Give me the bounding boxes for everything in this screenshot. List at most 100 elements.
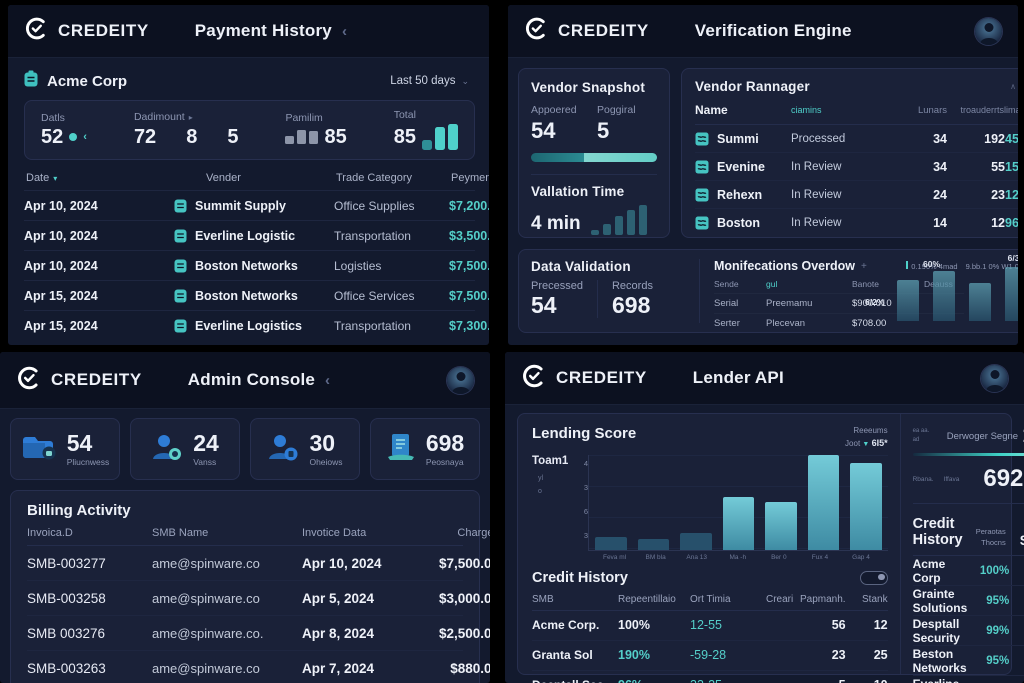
vendor-percent: 45%: [1005, 131, 1018, 146]
admin-stat-cards: 54 Pliucnwess 24 Vanss 30 Oheiows 698 Peosna…: [0, 409, 490, 480]
tiny-label: Iffava: [943, 475, 960, 483]
brand: CREDEITY: [24, 16, 149, 46]
column-header-vendor: Vender: [206, 172, 241, 184]
column-header: Sende: [714, 279, 739, 289]
company-doc-icon: [24, 70, 38, 92]
smb-email: ame@spinware.co.: [152, 625, 264, 641]
brand-name: CREDEITY: [556, 368, 647, 387]
average-score-label: Derwoger Segne: [946, 430, 1019, 442]
vendor-icon: [174, 199, 187, 213]
table-row: SMB 003276 ame@spinware.co. Apr 8, 2024 …: [27, 616, 490, 651]
y-tick: 3: [583, 531, 588, 541]
stat-label: Vanss: [193, 456, 217, 467]
billing-activity-card: Billing Activity Invoica.D SMB Name Invo…: [10, 490, 490, 683]
card-title: Billing Activity: [27, 502, 131, 519]
stat-label: Pliucnwess: [66, 456, 110, 467]
vendor-status: In Review: [791, 188, 842, 201]
vendor-manager-card: Vendor Rannager ∧ ∨ Name ciamins Lunars …: [681, 68, 1018, 238]
user-avatar[interactable]: [975, 17, 1002, 45]
back-icon[interactable]: ‹: [341, 22, 347, 40]
vendor-metric-1: 34: [933, 159, 947, 174]
table-row: Apr 10, 2024 Summit Supply Office Suppli…: [24, 190, 489, 220]
vendor-icon: [695, 216, 709, 229]
brand-name: CREDEITY: [58, 21, 149, 40]
column-header-category: Trade Category: [336, 172, 413, 184]
vendor-icon: [695, 160, 709, 173]
vendor-name: Rehexn: [717, 187, 763, 202]
chart-legend: 0.196% 4mad 9.bb.1 0% W1 008s: [906, 261, 1018, 271]
list-item[interactable]: Beston Networks 95% 25 ›: [912, 646, 1024, 676]
date-range-button[interactable]: Last 50 days ⌄: [384, 74, 475, 88]
divider: Vallation Time 4 min: [531, 174, 657, 235]
vendor-manager-table-header: Name ciamins Lunars troauderrtslimash: [695, 103, 1018, 125]
metric-1: 5: [800, 678, 846, 683]
sort-up-down-icons[interactable]: ∧ ∨: [1010, 82, 1018, 91]
invoice-id: SMB 003276: [27, 625, 106, 641]
panel-admin-console: CREDEITY Admin Console ‹ 54 Pliucnwess 24…: [0, 352, 490, 683]
trade-category: Office Services: [334, 288, 415, 303]
trade-category: Transportation: [334, 318, 411, 333]
list-item[interactable]: Grainte Solutions 95% 98 ›: [912, 586, 1024, 616]
axis-label: o: [538, 487, 542, 495]
column-header-smb-name: SMB Name: [152, 527, 209, 539]
payments-table: Date▾ Vender Trade Category Peyment Apr …: [24, 166, 489, 340]
vendor-metric-1: 24: [933, 187, 947, 202]
score-underline: [912, 453, 1024, 456]
y-axis-ticks: 4 3 6 3: [576, 455, 588, 551]
lending-score-chart: Toam1 yl o 4 3 6 3: [532, 454, 888, 551]
percent-value: 99%: [986, 624, 1010, 637]
document-icon: [386, 433, 416, 466]
vendor-metric-2: 23: [991, 187, 1005, 202]
stat-datls: Datls 52 ‹: [41, 112, 87, 147]
brand: CREDEITY: [524, 16, 649, 46]
vendor-icon: [174, 229, 187, 243]
list-item[interactable]: Desptall Security 99% 24 ›: [912, 616, 1024, 646]
x-tick: BM bla: [645, 553, 666, 561]
stat-value: 85: [393, 126, 416, 148]
vendor-icon: [695, 188, 709, 201]
x-tick: Gap 4: [852, 553, 870, 561]
stat-card-members[interactable]: 30 Oheiows: [250, 418, 360, 480]
stat-card-records[interactable]: 698 Peosnaya: [370, 418, 480, 480]
list-item[interactable]: Acme Corp 100% 100 ›: [912, 556, 1024, 586]
brand-name: CREDEITY: [51, 370, 142, 389]
vendor-metric-1: 14: [933, 215, 947, 230]
vendor-name: Summi: [717, 131, 759, 146]
table-row: Boston In Review 14 12 96%: [695, 209, 1018, 236]
panel-payment-history: CREDEITY Payment History ‹ Acme Corp Las…: [8, 5, 489, 345]
cell: Preemamu: [766, 298, 813, 309]
user-avatar[interactable]: [981, 364, 1008, 392]
cell: Plecevan: [766, 318, 806, 329]
company-name: Acme Corp: [912, 556, 946, 585]
user-avatar[interactable]: [447, 366, 474, 394]
list-item[interactable]: Everline Logistics 100% 86 ›: [913, 676, 1024, 683]
vendor-icon: [174, 319, 187, 333]
table-row: Apr 15, 2024 Everline Logistics Transpor…: [24, 310, 489, 340]
charge-amount: $880.00: [450, 660, 490, 676]
back-icon[interactable]: ‹: [325, 371, 331, 389]
plus-icon[interactable]: +: [861, 260, 867, 272]
snapshot-progress-bar: [531, 153, 657, 162]
column-header-papmanh: Papmanh.: [800, 593, 846, 605]
smb-name: Granta Sol: [532, 648, 593, 662]
notifications-bar-chart: 6/2% 60% 6/3%: [865, 253, 1018, 321]
column-header-date[interactable]: Date ▾: [26, 172, 58, 184]
charge-amount: $2,500.00: [438, 625, 490, 641]
notifications-table-body: Serial Preemamu $900.010 Serter Plecevan…: [714, 293, 964, 333]
vendor-status: In Review: [791, 160, 842, 173]
data-validation-block: Data Validation Precessed 54 Records 698: [531, 259, 700, 323]
cell: $900.010: [852, 298, 892, 309]
credeity-logo-icon: [524, 16, 549, 46]
vendor-manager-table-body: Summi Processed 34 192 45% Evenine In Re…: [695, 125, 1018, 236]
stat-card-users[interactable]: 24 Vanss: [130, 418, 240, 480]
toggle-switch[interactable]: [859, 570, 888, 585]
table-row: Granta Sol 190% -59-28 23 25: [532, 641, 888, 671]
stat-value: 24: [193, 430, 219, 457]
stat-card-files[interactable]: 54 Pliucnwess: [10, 418, 120, 480]
chevron-left-icon: ‹: [83, 130, 87, 143]
table-row: SMB-003263 ame@spinware.co Apr 7, 2024 $…: [27, 651, 490, 683]
payment-date: Apr 10, 2024: [24, 228, 98, 243]
legend-item-2: 9.bb.1 0% W1 008s: [965, 261, 1018, 271]
y-tick: 6: [583, 507, 588, 517]
